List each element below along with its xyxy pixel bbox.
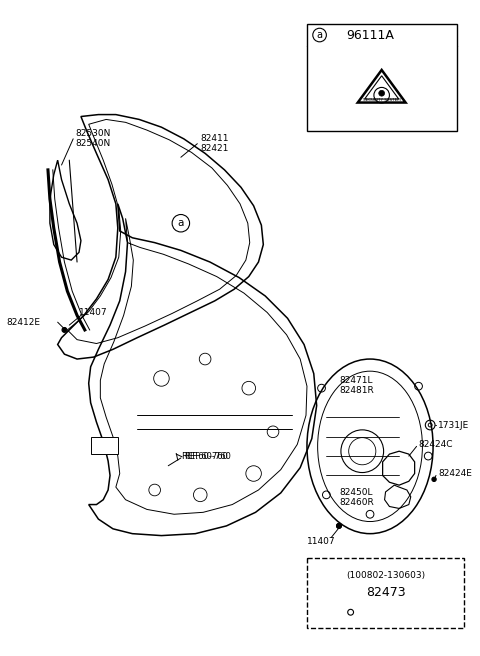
Text: 82450L: 82450L	[339, 489, 372, 497]
Circle shape	[379, 91, 384, 96]
Bar	[307, 558, 464, 628]
Text: 82421: 82421	[200, 144, 228, 153]
Text: 82473: 82473	[366, 586, 405, 600]
Circle shape	[336, 523, 341, 528]
Bar	[307, 24, 457, 131]
Bar	[91, 437, 118, 454]
Text: 82424C: 82424C	[419, 440, 453, 449]
Text: REF.60-760: REF.60-760	[184, 451, 231, 461]
Text: 82424E: 82424E	[438, 469, 472, 478]
Text: 82460R: 82460R	[339, 498, 374, 507]
Text: REF.60-760: REF.60-760	[181, 451, 228, 461]
Text: a: a	[317, 30, 323, 40]
Circle shape	[62, 327, 67, 333]
Text: 82540N: 82540N	[75, 139, 110, 148]
Text: 96111A: 96111A	[346, 28, 394, 41]
Text: a: a	[178, 218, 184, 228]
Text: 82411: 82411	[200, 134, 229, 143]
Text: 82471L: 82471L	[339, 376, 372, 385]
Text: 1731JE: 1731JE	[438, 420, 469, 430]
Text: 11407: 11407	[307, 537, 336, 546]
Circle shape	[336, 523, 341, 528]
Text: 82481R: 82481R	[339, 386, 374, 395]
Text: 11407: 11407	[79, 308, 108, 317]
Text: 82530N: 82530N	[75, 129, 110, 138]
Text: (100802-130603): (100802-130603)	[346, 571, 425, 580]
Text: SECURITY SYSTEM: SECURITY SYSTEM	[363, 98, 400, 102]
Circle shape	[432, 477, 436, 482]
Text: 82412E: 82412E	[6, 318, 40, 327]
